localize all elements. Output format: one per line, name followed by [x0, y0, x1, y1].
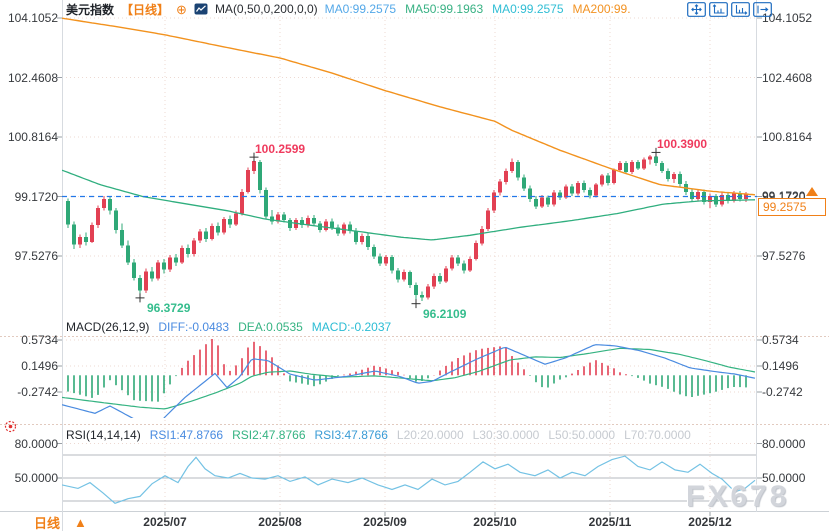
target-icon[interactable] — [3, 419, 18, 434]
annotation-low: 96.2109 — [423, 306, 467, 321]
macd-panel-series — [62, 339, 756, 418]
y-axis-label: 104.1052 — [7, 11, 58, 25]
ma-value-label: MA50:99.1963 — [405, 2, 484, 16]
y-axis-label: 102.4608 — [762, 70, 813, 85]
ma-value-label: MA200:99. — [572, 2, 631, 16]
y-axis-label: 99.1720 — [14, 189, 58, 204]
y-axis-label: 0.1496 — [21, 359, 58, 374]
rsi-value-label: RSI2:47.8766 — [232, 428, 306, 442]
x-axis-label: 2025/12 — [688, 515, 732, 529]
symbol-name: 美元指数 — [66, 2, 115, 17]
chart-type-icon[interactable] — [194, 2, 208, 16]
rsi-value-label: L70:70.0000 — [624, 428, 691, 442]
rsi-value-label: L50:50.0000 — [548, 428, 616, 442]
y-axis-label: 100.8164 — [7, 130, 58, 144]
y-axis-label: -0.2742 — [17, 385, 58, 400]
y-axis-label: 50.0000 — [762, 471, 806, 485]
rsi-value-label: L30:30.0000 — [472, 428, 540, 442]
rsi-values: RSI1:47.8766 RSI2:47.8766 RSI3:47.8766 L20:… — [150, 428, 691, 442]
price-up-triangle-icon — [806, 187, 818, 196]
ma-value-labels: MA0:99.2575 MA50:99.1963 MA0:99.2575 MA200:… — [325, 2, 631, 16]
current-price-box: 99.2575 — [758, 198, 826, 216]
chart-header: 美元指数 【日线】 ⊕ MA(0,50,0,200,0,0) MA0:99.25… — [66, 1, 631, 17]
rsi-panel-series — [62, 455, 756, 504]
macd-header: MACD(26,12,9) DIFF:-0.0483 DEA:0.0535 MACD… — [66, 320, 391, 334]
y-axis-label: 80.0000 — [762, 436, 806, 451]
x-axis-label: 2025/07 — [143, 515, 187, 529]
y-axis-label: 97.5276 — [762, 249, 806, 263]
y-axis-label: -0.2742 — [762, 385, 803, 400]
macd-title: MACD(26,12,9) — [66, 320, 150, 334]
add-indicator-icon[interactable]: ⊕ — [176, 1, 187, 17]
extreme-cross-markers — [135, 147, 661, 309]
watermark: FX678 — [686, 480, 790, 513]
axis-tick-marks — [57, 17, 762, 516]
moving-average-lines — [62, 17, 756, 241]
annotation-low: 96.3729 — [147, 300, 191, 315]
page-forward-icon[interactable] — [753, 2, 772, 17]
y-axis-label: 0.1496 — [762, 359, 799, 374]
x-axis-label: 2025/10 — [473, 515, 517, 529]
chart-toolbar — [687, 2, 772, 17]
rsi-value-label: L20:20.0000 — [396, 428, 464, 442]
annotation-high: 100.2599 — [255, 142, 306, 157]
macd-value-label: DIFF:-0.0483 — [158, 320, 230, 334]
x-axis-label: 2025/08 — [258, 515, 302, 529]
macd-values: DIFF:-0.0483 DEA:0.0535 MACD:-0.2037 — [158, 320, 391, 334]
y-axis-label: 97.5276 — [14, 249, 58, 263]
rsi-value-label: RSI1:47.8766 — [149, 428, 224, 442]
x-axis-label: 2025/09 — [363, 515, 407, 529]
y-axis-label: 104.1052 — [762, 11, 813, 25]
y-axis-label: 50.0000 — [14, 471, 58, 485]
x-axis-label: 2025/11 — [588, 515, 632, 529]
period-selector[interactable]: 日线 ▲ — [34, 513, 87, 531]
rsi-value-label: RSI3:47.8766 — [314, 428, 388, 442]
candlestick-series — [66, 152, 748, 304]
period-label: 日线 — [34, 516, 61, 531]
y-axis-label: 102.4608 — [7, 70, 58, 85]
y-axis-label: 0.5734 — [21, 333, 58, 348]
ma-value-label: MA0:99.2575 — [324, 2, 397, 16]
y-axis-label: 80.0000 — [14, 436, 58, 451]
macd-value-label: DEA:0.0535 — [238, 320, 303, 334]
x-axis-zoom-icon[interactable] — [731, 2, 750, 17]
period-tag: 【日线】 — [121, 2, 170, 17]
macd-value-label: MACD:-0.2037 — [311, 320, 392, 334]
y-axis-label: 0.5734 — [762, 333, 799, 348]
rsi-title: RSI(14,14,14) — [66, 428, 141, 442]
pan-icon[interactable] — [687, 2, 706, 17]
period-dropdown-arrow-icon: ▲ — [74, 515, 87, 530]
rsi-header: RSI(14,14,14) RSI1:47.8766 RSI2:47.8766 RS… — [66, 428, 691, 442]
y-axis-label: 100.8164 — [762, 130, 813, 144]
ma-value-label: MA0:99.2575 — [492, 2, 564, 16]
y-axis-zoom-icon[interactable] — [709, 2, 728, 17]
ma-settings-label: MA(0,50,0,200,0,0) — [214, 2, 318, 16]
annotation-high: 100.3900 — [657, 137, 708, 152]
